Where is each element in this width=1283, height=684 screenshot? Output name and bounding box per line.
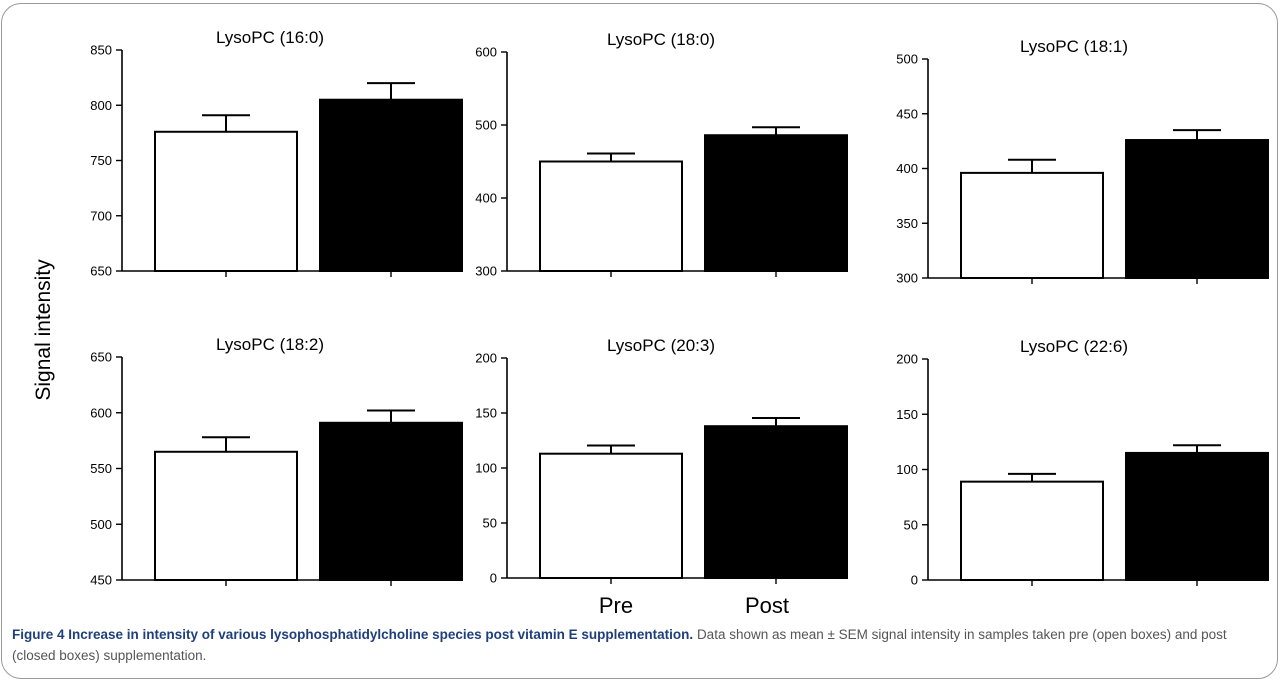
panel-1-title: LysoPC (16:0): [216, 28, 324, 47]
caption-title: Figure 4 Increase in intensity of variou…: [12, 627, 694, 642]
panel-1-y-tick-label: 650: [90, 264, 112, 279]
panel-1-bar-pre: [154, 130, 298, 272]
panel-3-bar-post: [1125, 139, 1269, 279]
panel-6-y-tick-label: 200: [896, 352, 918, 367]
panel-2-title: LysoPC (18:0): [607, 30, 715, 49]
panel-2-bar-pre: [539, 160, 683, 272]
panel-1-y-tick-label: 850: [90, 43, 112, 58]
panel-6-y-tick-label: 0: [911, 573, 918, 588]
panel-5-bar-post: [704, 425, 848, 580]
panel-4-title: LysoPC (18:2): [216, 335, 324, 354]
panel-2-y-tick-label: 400: [475, 191, 497, 206]
panel-3-bar-pre: [960, 171, 1104, 280]
x-axis-label-pre: Pre: [599, 593, 633, 618]
panel-4-bar-pre: [154, 450, 298, 581]
panel-1-y-tick-label: 700: [90, 208, 112, 223]
panel-6-y-tick-label: 100: [896, 462, 918, 477]
caption-body: Data shown as mean ± SEM signal intensit…: [12, 627, 1227, 663]
panel-6-y-tick-label: 150: [896, 407, 918, 422]
panel-6-title: LysoPC (22:6): [1020, 337, 1128, 356]
panel-3-title: LysoPC (18:1): [1020, 37, 1128, 56]
panel-2-y-tick-label: 300: [475, 264, 497, 279]
panel-3-y-tick-label: 400: [896, 161, 918, 176]
panel-4-y-tick-label: 450: [90, 573, 112, 588]
panel-2-bar-post: [704, 134, 848, 272]
panel-5-title: LysoPC (20:3): [607, 336, 715, 355]
figure-frame: [1, 3, 1278, 679]
panel-5-bar-pre: [539, 452, 683, 580]
panel-4-y-tick-label: 650: [90, 350, 112, 365]
panel-5-y-tick-label: 100: [475, 461, 497, 476]
panel-5-y-tick-label: 200: [475, 351, 497, 366]
panel-6-y-tick-label: 50: [904, 517, 918, 532]
panel-3-y-tick-label: 300: [896, 271, 918, 286]
panel-3-y-tick-label: 350: [896, 216, 918, 231]
panel-4-y-tick-label: 600: [90, 405, 112, 420]
panel-6-bar-pre: [960, 480, 1104, 581]
panel-3-y-tick-label: 450: [896, 106, 918, 121]
panel-6-bar-post: [1125, 451, 1269, 581]
panel-5-y-tick-label: 0: [490, 571, 497, 586]
panel-5-y-tick-label: 150: [475, 406, 497, 421]
panel-4-bar-post: [319, 421, 463, 581]
panel-2-y-tick-label: 600: [475, 45, 497, 60]
x-axis-label-post: Post: [745, 593, 789, 618]
figure-caption: Figure 4 Increase in intensity of variou…: [12, 624, 1262, 666]
panel-4-y-tick-label: 550: [90, 461, 112, 476]
y-axis-label: Signal intensity: [32, 259, 55, 401]
panel-5-y-tick-label: 50: [483, 516, 497, 531]
panel-3-y-tick-label: 500: [896, 52, 918, 67]
panel-1-y-tick-label: 750: [90, 153, 112, 168]
panel-2-y-tick-label: 500: [475, 118, 497, 133]
panel-1-y-tick-label: 800: [90, 98, 112, 113]
panel-1-bar-post: [319, 98, 463, 272]
panel-4-y-tick-label: 500: [90, 517, 112, 532]
